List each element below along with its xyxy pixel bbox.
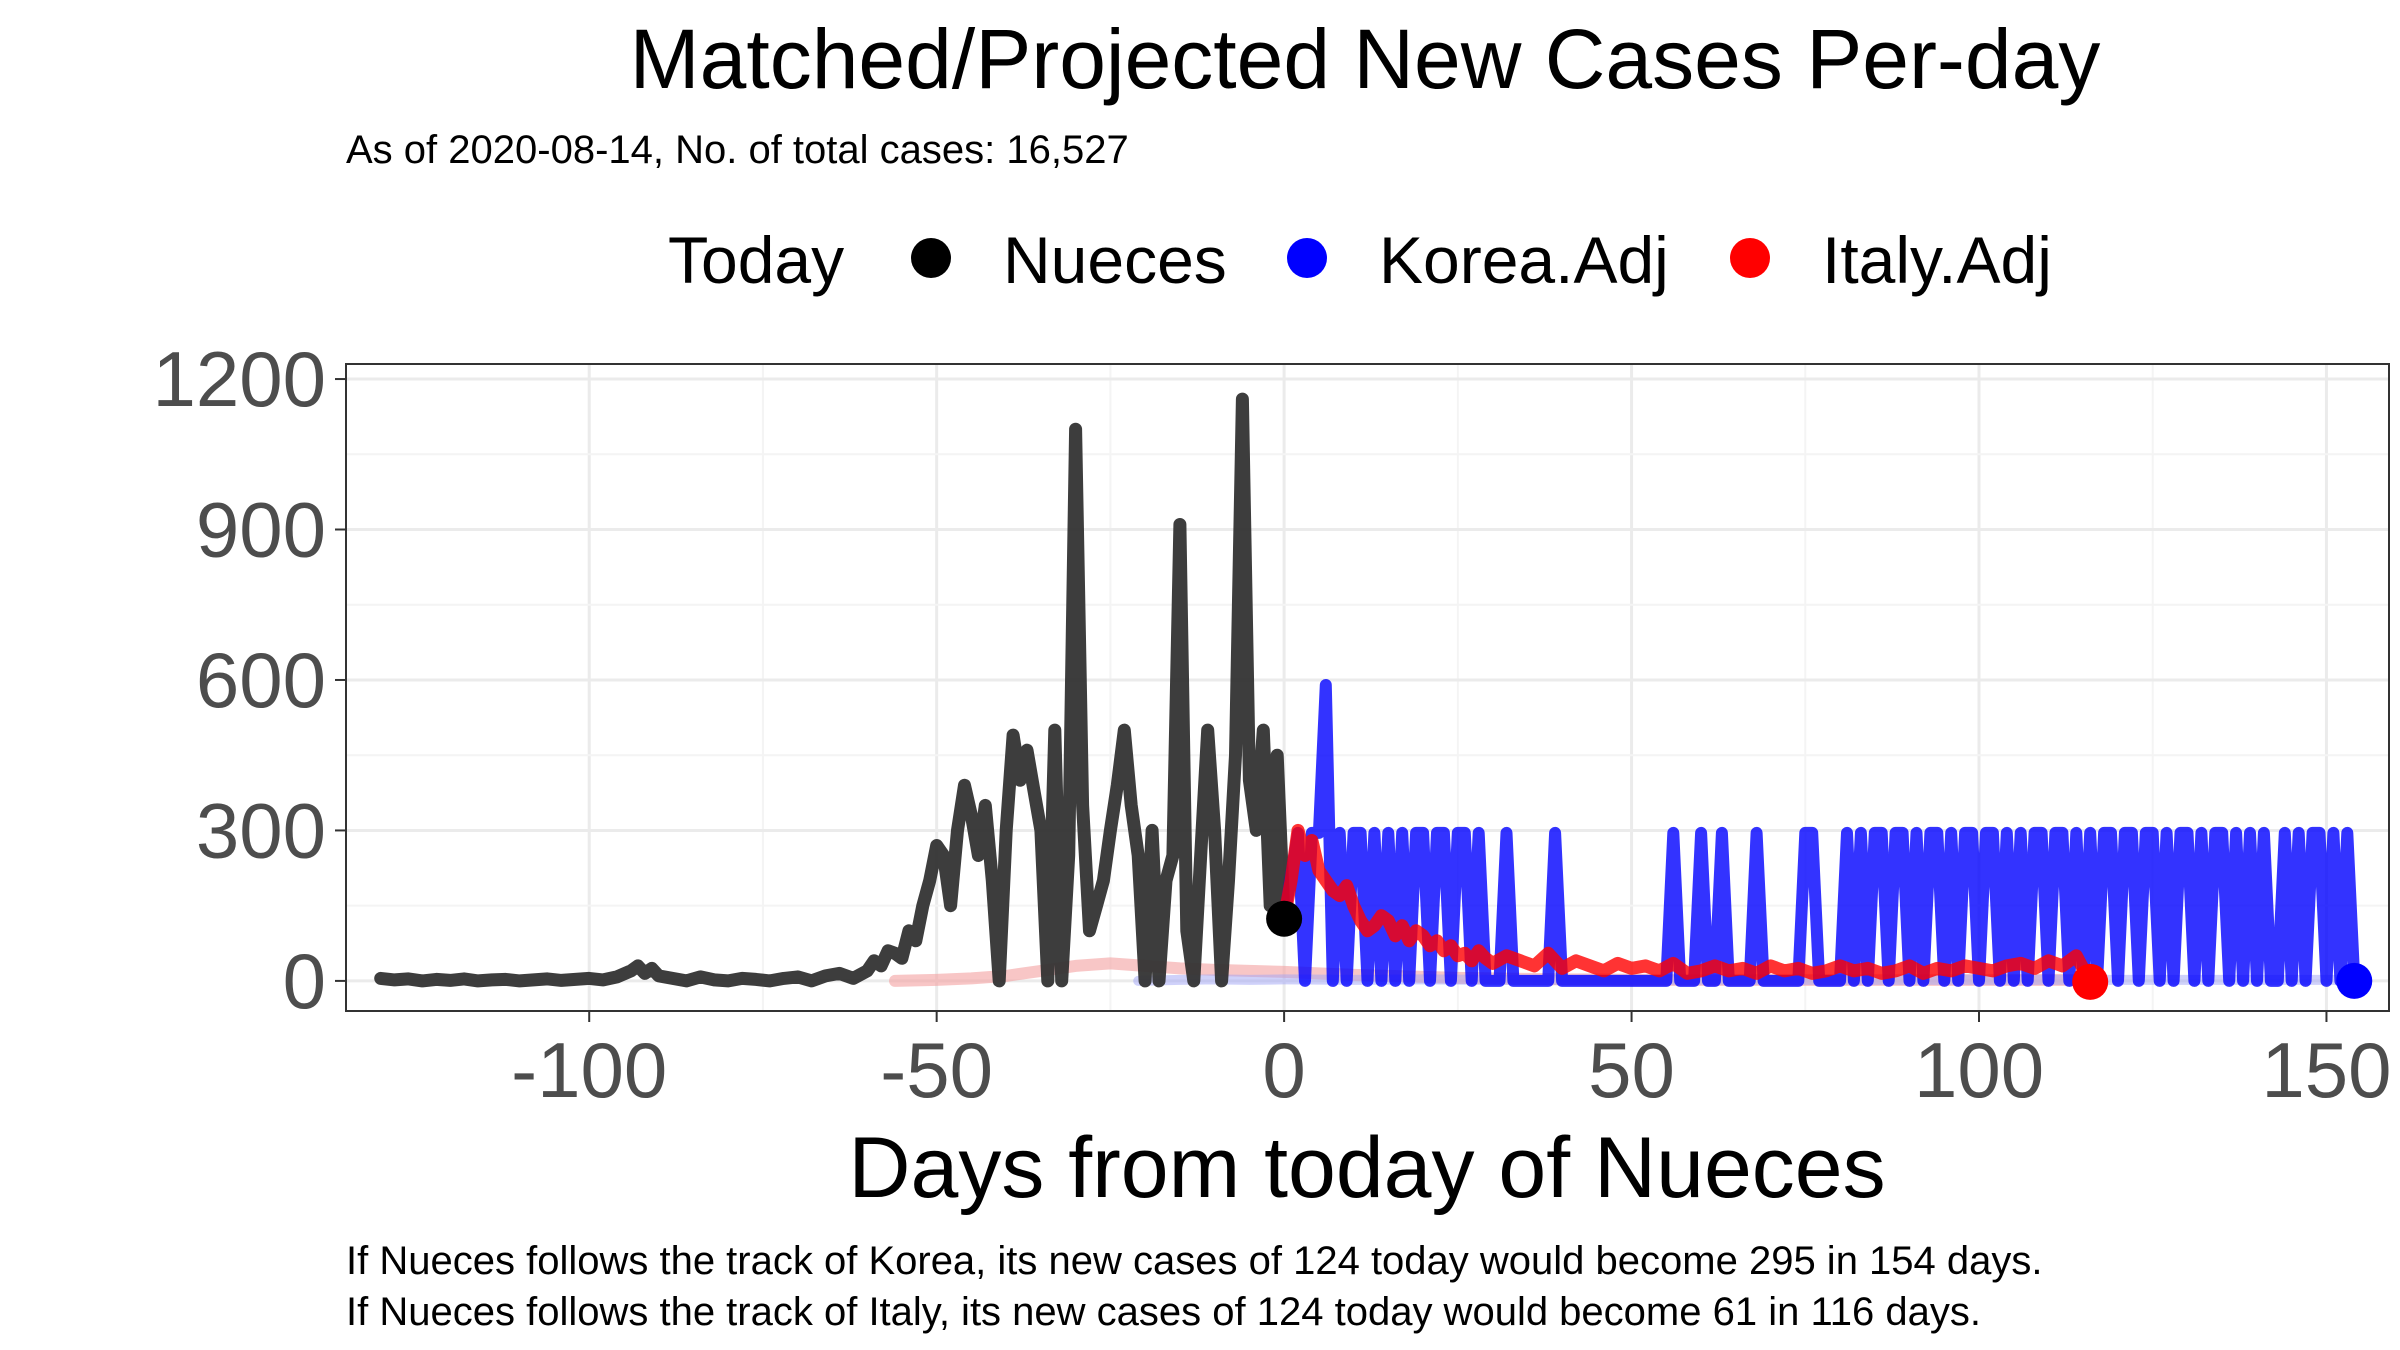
axis-ticks: -100 -50 0 50 100 150 0 300 600 900 1200: [152, 335, 2391, 1114]
x-tick-label: -100: [511, 1026, 667, 1114]
y-tick-label: 600: [196, 636, 326, 724]
end-point-korea: [2336, 962, 2373, 999]
caption-korea: If Nueces follows the track of Korea, it…: [346, 1239, 2043, 1283]
plot-panel-border: [345, 363, 2390, 1012]
x-tick-label: 150: [2261, 1026, 2391, 1114]
x-tick-label: -50: [880, 1026, 993, 1114]
y-tick-label: 900: [196, 486, 326, 574]
series-line-nueces: [374, 392, 1291, 988]
caption-italy: If Nueces follows the track of Italy, it…: [346, 1290, 1981, 1334]
series-line-korea: [1278, 679, 2361, 987]
legend-key-korea: [1287, 238, 1327, 278]
legend-label-korea: Korea.Adj: [1379, 223, 1669, 297]
x-tick-label: 0: [1262, 1026, 1305, 1114]
y-tick-label: 1200: [152, 335, 326, 423]
series-layer: [374, 392, 2361, 989]
legend-label-italy: Italy.Adj: [1822, 223, 2052, 297]
x-tick-label: 100: [1914, 1026, 2044, 1114]
legend-key-nueces: [911, 238, 951, 278]
today-point: [1266, 900, 1303, 937]
x-axis-label: Days from today of Nueces: [848, 1120, 1885, 1216]
chart-subtitle: As of 2020-08-14, No. of total cases: 16…: [346, 128, 1129, 172]
x-tick-label: 50: [1588, 1026, 1675, 1114]
series-line-italy: [1277, 823, 2097, 989]
legend: Today Nueces Korea.Adj Italy.Adj: [668, 223, 2052, 297]
legend-label-nueces: Nueces: [1003, 223, 1227, 297]
points-layer: [1266, 900, 2373, 1000]
end-point-italy: [2072, 963, 2109, 1000]
y-tick-label: 300: [196, 786, 326, 874]
legend-key-italy: [1730, 238, 1770, 278]
legend-title: Today: [668, 223, 844, 297]
y-tick-label: 0: [283, 937, 326, 1025]
chart-title: Matched/Projected New Cases Per-day: [630, 12, 2101, 106]
